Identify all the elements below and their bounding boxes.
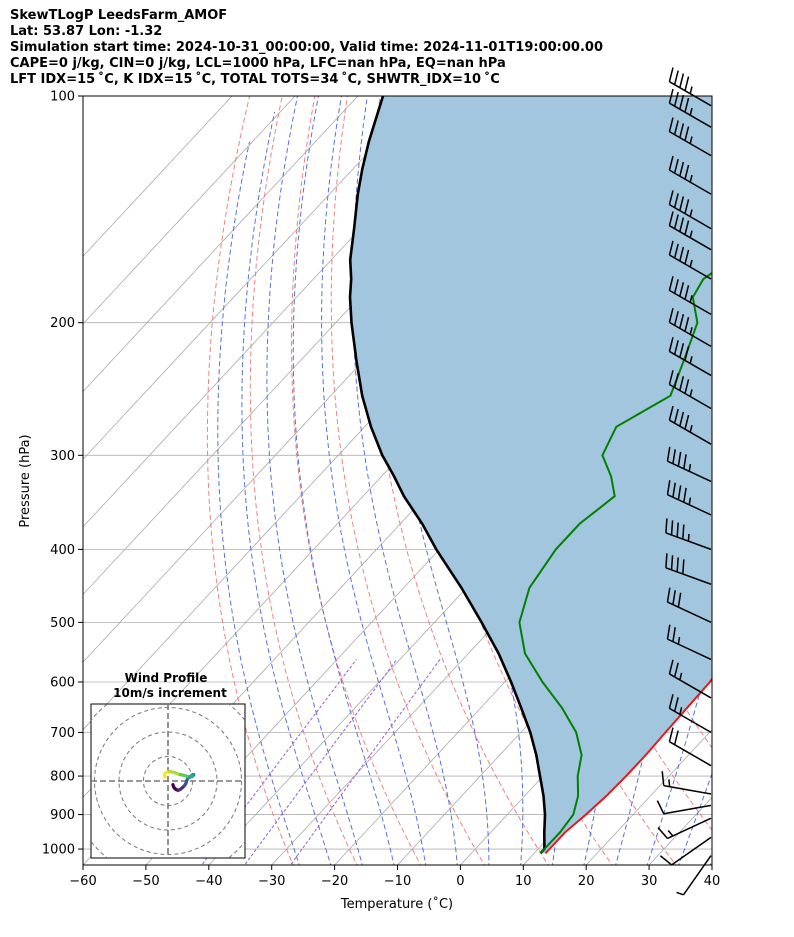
wind-barb <box>666 587 712 624</box>
parcel-profile-line <box>348 96 547 855</box>
x-tick-label: 40 <box>704 874 721 889</box>
wind-barb <box>665 518 712 551</box>
wind-barb <box>656 800 712 815</box>
wind-barb <box>668 240 712 280</box>
wind-barb <box>661 771 712 795</box>
wind-barb <box>668 308 712 347</box>
time-line: Simulation start time: 2024-10-31_00:00:… <box>10 40 603 55</box>
dry-adiabat <box>330 96 486 865</box>
wind-barb <box>657 817 712 840</box>
moist-adiabat <box>321 96 427 865</box>
wind-barb <box>668 276 712 316</box>
isotherm <box>83 96 296 325</box>
moist-adiabat <box>217 141 300 865</box>
hodograph-inset: Wind Profile 10m/s increment <box>90 671 246 859</box>
y-tick-label: 800 <box>50 770 75 785</box>
axes: −60 −50 −40 −30 −20 −10 0 10 20 30 40 100 200 300 400 5… <box>42 90 720 890</box>
dry-adiabat <box>771 96 794 868</box>
wind-barb <box>666 624 712 661</box>
wind-barb <box>659 836 712 866</box>
moist-adiabat <box>266 96 363 865</box>
wind-barb <box>668 694 712 734</box>
wind-barb <box>668 67 712 107</box>
dewpoint-profile-line <box>518 271 712 854</box>
wind-barb <box>668 659 712 699</box>
location-line: Lat: 53.87 Lon: -1.32 <box>10 24 163 39</box>
inset-title: Wind Profile <box>125 671 208 685</box>
parcel-area-fill <box>350 96 712 854</box>
index-line: LFT IDX=15 ˚C, K IDX=15 ˚C, TOTAL TOTS=3… <box>10 72 500 87</box>
inset-content <box>91 704 245 858</box>
isotherm <box>711 864 712 865</box>
x-tick-label: −20 <box>321 874 348 889</box>
wind-barb <box>668 211 712 251</box>
wind-barb <box>668 117 712 157</box>
moist-adiabat <box>678 772 712 865</box>
x-tick-label: 20 <box>578 874 595 889</box>
y-tick-label: 700 <box>50 726 75 741</box>
moist-adiabat <box>741 79 794 868</box>
x-tick-label: −10 <box>384 874 411 889</box>
wind-barb <box>668 405 712 445</box>
x-tick-label: −50 <box>132 874 159 889</box>
x-tick-label: 10 <box>515 874 532 889</box>
dry-adiabat <box>738 96 794 868</box>
isotherm <box>585 729 712 865</box>
y-tick-label: 200 <box>50 316 75 331</box>
wind-barb <box>668 370 712 410</box>
y-tick-label: 1000 <box>42 843 75 858</box>
wind-barbs <box>656 67 712 896</box>
wind-barb <box>676 855 712 896</box>
x-tick-label: 0 <box>456 874 464 889</box>
wind-barb <box>665 553 712 585</box>
y-tick-label: 900 <box>50 808 75 823</box>
stability-line: CAPE=0 j/kg, CIN=0 j/kg, LCL=1000 hPa, L… <box>10 56 506 71</box>
wind-barb <box>666 480 712 516</box>
dry-adiabat <box>249 96 358 865</box>
moist-adiabat <box>709 859 712 865</box>
wind-barb <box>666 446 712 483</box>
y-tick-label: 600 <box>50 675 75 690</box>
moist-adiabat <box>352 96 458 865</box>
inset-subtitle: 10m/s increment <box>113 686 227 700</box>
y-tick-label: 400 <box>50 543 75 558</box>
wind-barb <box>668 337 712 377</box>
y-tick-label: 100 <box>50 90 75 105</box>
isotherm <box>83 96 422 460</box>
temperature-profile-line <box>544 677 712 854</box>
x-tick-label: −30 <box>258 874 285 889</box>
moist-adiabat <box>646 96 712 865</box>
y-tick-label: 300 <box>50 449 75 464</box>
plot-layer <box>83 79 794 868</box>
x-tick-label: 30 <box>641 874 658 889</box>
dry-adiabat <box>291 96 422 865</box>
wind-barb <box>668 190 712 230</box>
y-tick-label: 500 <box>50 616 75 631</box>
y-axis-label: Pressure (hPa) <box>18 434 33 527</box>
chart-title: SkewTLogP LeedsFarm_AMOF <box>10 8 228 23</box>
isotherm <box>396 526 712 865</box>
isotherm <box>83 96 233 257</box>
x-axis-label: Temperature (˚C) <box>340 896 453 912</box>
mixing-ratio-line <box>289 659 441 865</box>
x-tick-label: −40 <box>195 874 222 889</box>
moist-adiabat <box>241 111 332 865</box>
chart-header: SkewTLogP LeedsFarm_AMOF Lat: 53.87 Lon:… <box>10 8 790 88</box>
wind-barb <box>668 727 712 767</box>
dry-adiabat <box>206 96 294 865</box>
dry-adiabat <box>705 96 712 134</box>
hodograph-segment <box>162 773 167 779</box>
x-tick-label: −60 <box>69 874 96 889</box>
isotherm <box>83 96 359 393</box>
wind-barb <box>668 155 712 195</box>
